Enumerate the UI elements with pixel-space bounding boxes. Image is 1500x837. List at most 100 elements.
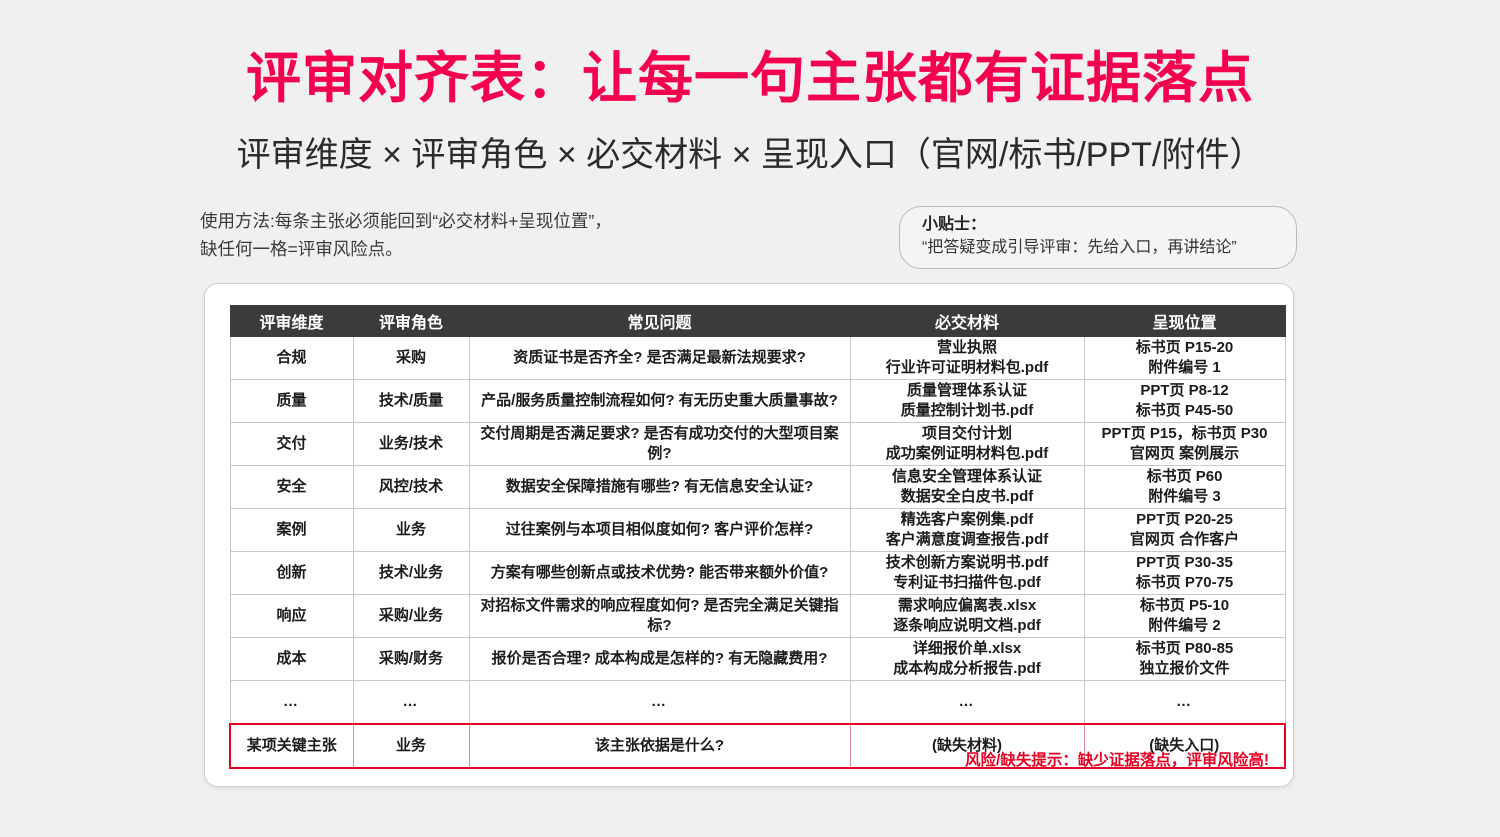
cell-position: … xyxy=(1083,680,1286,725)
cell-materials: 信息安全管理体系认证 数据安全白皮书.pdf xyxy=(849,465,1085,509)
table-row-ellipsis: … … … … … xyxy=(229,680,1286,725)
cell-question: 交付周期是否满足要求? 是否有成功交付的大型项目案例? xyxy=(468,422,851,466)
table-body: 合规 采购 资质证书是否齐全? 是否满足最新法规要求? 营业执照 行业许可证明材… xyxy=(229,336,1286,769)
cell-role: 业务/技术 xyxy=(352,422,470,466)
cell-position-line: 标书页 P70-75 xyxy=(1135,574,1234,591)
column-header-question: 常见问题 xyxy=(468,305,851,337)
table-row: 合规 采购 资质证书是否齐全? 是否满足最新法规要求? 营业执照 行业许可证明材… xyxy=(229,336,1286,380)
table-header-row: 评审维度 评审角色 常见问题 必交材料 呈现位置 xyxy=(229,305,1286,337)
cell-question: 资质证书是否齐全? 是否满足最新法规要求? xyxy=(468,336,851,380)
cell-role: 业务 xyxy=(352,508,470,552)
cell-question: 该主张依据是什么? xyxy=(468,723,851,769)
cell-dimension: … xyxy=(229,680,354,725)
tip-text: “把答疑变成引导评审：先给入口，再讲结论” xyxy=(922,239,1237,256)
cell-materials-line: 营业执照 xyxy=(936,339,997,356)
cell-position-line: 标书页 P80-85 xyxy=(1135,640,1234,657)
cell-materials: 技术创新方案说明书.pdf 专利证书扫描件包.pdf xyxy=(849,551,1085,595)
cell-position: PPT页 P30-35 标书页 P70-75 xyxy=(1083,551,1286,595)
cell-question: 对招标文件需求的响应程度如何? 是否完全满足关键指标? xyxy=(468,594,851,638)
cell-dimension: 合规 xyxy=(229,336,354,380)
page-subtitle: 评审维度 × 评审角色 × 必交材料 × 呈现入口（官网/标书/PPT/附件） xyxy=(236,136,1264,174)
cell-materials: 需求响应偏离表.xlsx 逐条响应说明文档.pdf xyxy=(849,594,1085,638)
cell-position: 标书页 P60 附件编号 3 xyxy=(1083,465,1286,509)
cell-materials-line: 质量管理体系认证 xyxy=(906,382,1027,399)
review-alignment-table: 评审维度 评审角色 常见问题 必交材料 呈现位置 合规 采购 资质证书是否齐全?… xyxy=(229,305,1286,769)
cell-dimension: 交付 xyxy=(229,422,354,466)
cell-role: 技术/业务 xyxy=(352,551,470,595)
cell-dimension: 安全 xyxy=(229,465,354,509)
table-row: 成本 采购/财务 报价是否合理? 成本构成是怎样的? 有无隐藏费用? 详细报价单… xyxy=(229,637,1286,681)
column-header-role: 评审角色 xyxy=(352,305,470,337)
column-header-position: 呈现位置 xyxy=(1083,305,1286,337)
tip-title: 小贴士： xyxy=(922,216,987,233)
cell-position-line: PPT页 P20-25 xyxy=(1136,511,1233,528)
cell-position-line: 附件编号 1 xyxy=(1148,359,1221,376)
table-row: 响应 采购/业务 对招标文件需求的响应程度如何? 是否完全满足关键指标? 需求响… xyxy=(229,594,1286,638)
usage-note: 使用方法:每条主张必须能回到“必交材料+呈现位置”， 缺任何一格=评审风险点。 xyxy=(200,207,612,263)
cell-materials-line: 需求响应偏离表.xlsx xyxy=(897,597,1037,614)
cell-position-line: PPT页 P8-12 xyxy=(1140,382,1229,399)
cell-question: 方案有哪些创新点或技术优势? 能否带来额外价值? xyxy=(468,551,851,595)
cell-role: 采购 xyxy=(352,336,470,380)
cell-role: 技术/质量 xyxy=(352,379,470,423)
cell-materials-line: 质量控制计划书.pdf xyxy=(900,402,1034,419)
cell-materials-line: 技术创新方案说明书.pdf xyxy=(885,554,1049,571)
cell-role: 采购/财务 xyxy=(352,637,470,681)
cell-position-line: PPT页 P15，标书页 P30 xyxy=(1101,425,1268,442)
tip-callout: 小贴士： “把答疑变成引导评审：先给入口，再讲结论” xyxy=(899,206,1297,269)
cell-position: 标书页 P80-85 独立报价文件 xyxy=(1083,637,1286,681)
cell-materials-line: 成功案例证明材料包.pdf xyxy=(885,445,1049,462)
page-title: 评审对齐表：让每一句主张都有证据落点 xyxy=(245,47,1254,109)
cell-materials-line: 专利证书扫描件包.pdf xyxy=(893,574,1041,591)
cell-position: PPT页 P20-25 官网页 合作客户 xyxy=(1083,508,1286,552)
table-card: 评审维度 评审角色 常见问题 必交材料 呈现位置 合规 采购 资质证书是否齐全?… xyxy=(204,283,1294,787)
cell-materials: 详细报价单.xlsx 成本构成分析报告.pdf xyxy=(849,637,1085,681)
cell-question: 数据安全保障措施有哪些? 有无信息安全认证? xyxy=(468,465,851,509)
cell-materials: … xyxy=(849,680,1085,725)
cell-dimension: 案例 xyxy=(229,508,354,552)
risk-note: 风险/缺失提示：缺少证据落点，评审风险高! xyxy=(965,752,1269,769)
cell-position: PPT页 P15，标书页 P30 官网页 案例展示 xyxy=(1083,422,1286,466)
cell-materials-line: 成本构成分析报告.pdf xyxy=(893,660,1041,677)
cell-question: … xyxy=(468,680,851,725)
cell-materials: 精选客户案例集.pdf 客户满意度调查报告.pdf xyxy=(849,508,1085,552)
cell-materials-line: 信息安全管理体系认证 xyxy=(891,468,1042,485)
cell-materials-line: 逐条响应说明文档.pdf xyxy=(893,617,1041,634)
cell-materials-line: 项目交付计划 xyxy=(921,425,1012,442)
usage-note-line-1: 使用方法:每条主张必须能回到“必交材料+呈现位置”， xyxy=(200,211,612,231)
cell-materials-line: 行业许可证明材料包.pdf xyxy=(885,359,1049,376)
cell-dimension: 成本 xyxy=(229,637,354,681)
cell-position-line: 独立报价文件 xyxy=(1139,660,1230,677)
column-header-dimension: 评审维度 xyxy=(229,305,354,337)
table-row: 创新 技术/业务 方案有哪些创新点或技术优势? 能否带来额外价值? 技术创新方案… xyxy=(229,551,1286,595)
cell-position-line: 附件编号 3 xyxy=(1148,488,1221,505)
table-head: 评审维度 评审角色 常见问题 必交材料 呈现位置 xyxy=(229,305,1286,337)
column-header-materials: 必交材料 xyxy=(849,305,1085,337)
cell-materials-line: 详细报价单.xlsx xyxy=(912,640,1022,657)
table-row: 案例 业务 过往案例与本项目相似度如何? 客户评价怎样? 精选客户案例集.pdf… xyxy=(229,508,1286,552)
cell-materials: (缺失材料) xyxy=(849,723,1085,769)
cell-materials-line: 客户满意度调查报告.pdf xyxy=(885,531,1049,548)
cell-position-line: 标书页 P15-20 xyxy=(1135,339,1234,356)
cell-dimension: 响应 xyxy=(229,594,354,638)
cell-role: 风控/技术 xyxy=(352,465,470,509)
cell-position-line: 官网页 合作客户 xyxy=(1129,531,1240,548)
cell-materials-line: 数据安全白皮书.pdf xyxy=(900,488,1034,505)
cell-position: PPT页 P8-12 标书页 P45-50 xyxy=(1083,379,1286,423)
table-row: 质量 技术/质量 产品/服务质量控制流程如何? 有无历史重大质量事故? 质量管理… xyxy=(229,379,1286,423)
cell-question: 过往案例与本项目相似度如何? 客户评价怎样? xyxy=(468,508,851,552)
cell-position-line: 标书页 P45-50 xyxy=(1135,402,1234,419)
cell-position: 标书页 P5-10 附件编号 2 xyxy=(1083,594,1286,638)
table-row: 安全 风控/技术 数据安全保障措施有哪些? 有无信息安全认证? 信息安全管理体系… xyxy=(229,465,1286,509)
cell-role: 业务 xyxy=(352,723,470,769)
cell-question: 报价是否合理? 成本构成是怎样的? 有无隐藏费用? xyxy=(468,637,851,681)
table-row-missing-evidence: 某项关键主张 业务 该主张依据是什么? (缺失材料) (缺失入口) xyxy=(229,723,1286,769)
cell-dimension: 某项关键主张 xyxy=(229,723,354,769)
cell-position: 标书页 P15-20 附件编号 1 xyxy=(1083,336,1286,380)
cell-position: (缺失入口) xyxy=(1083,723,1286,769)
cell-position-line: 官网页 案例展示 xyxy=(1129,445,1240,462)
cell-position-line: PPT页 P30-35 xyxy=(1136,554,1233,571)
cell-position-line: 标书页 P60 xyxy=(1146,468,1223,485)
table-row: 交付 业务/技术 交付周期是否满足要求? 是否有成功交付的大型项目案例? 项目交… xyxy=(229,422,1286,466)
cell-role: … xyxy=(352,680,470,725)
